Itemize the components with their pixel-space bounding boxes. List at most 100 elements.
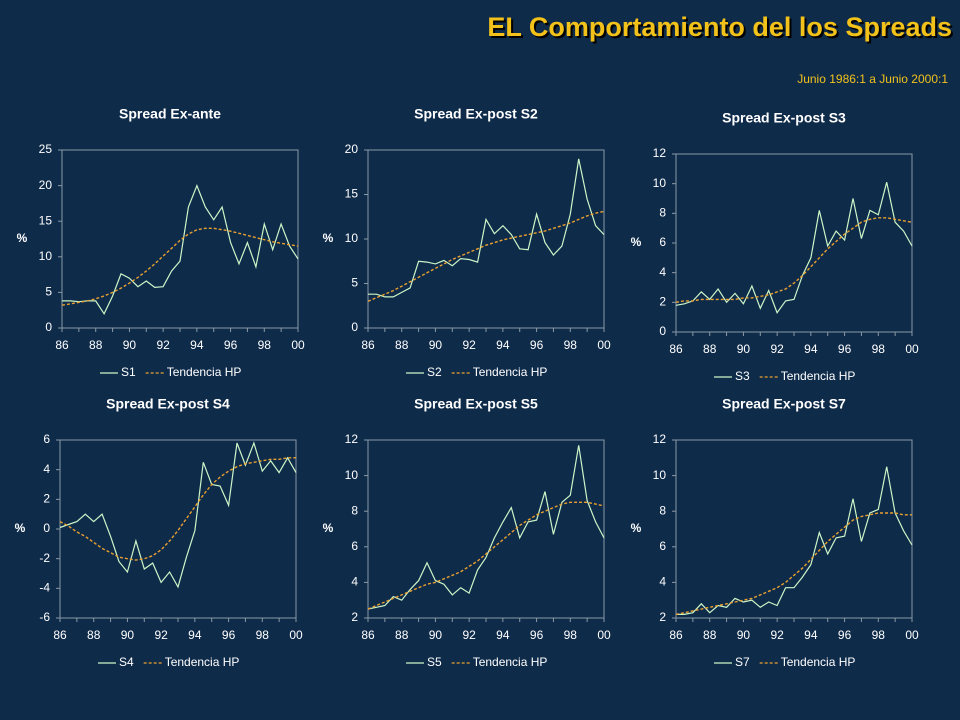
y-tick-label: 15 <box>345 187 359 201</box>
chart-title: Spread Ex-ante <box>119 106 221 122</box>
slide-title: EL Comportamiento del los Spreads <box>487 12 952 42</box>
y-tick-label: 8 <box>659 503 666 517</box>
y-tick-label: -2 <box>39 551 50 565</box>
y-tick-label: 25 <box>39 142 53 156</box>
x-tick-label: 00 <box>905 628 919 642</box>
x-tick-label: 88 <box>87 628 101 642</box>
x-tick-label: 96 <box>530 338 544 352</box>
y-tick-label: 0 <box>43 521 50 535</box>
y-tick-label: 8 <box>351 503 358 517</box>
x-tick-label: 00 <box>291 338 305 352</box>
legend-label: Tendencia HP <box>167 365 242 379</box>
x-tick-label: 92 <box>154 628 168 642</box>
x-tick-label: 96 <box>530 628 544 642</box>
x-tick-label: 94 <box>804 342 818 356</box>
y-tick-label: 4 <box>659 575 666 589</box>
x-tick-label: 90 <box>123 338 137 352</box>
x-tick-label: 98 <box>564 338 578 352</box>
legend-label: S5 <box>427 655 442 669</box>
legend-label: Tendencia HP <box>473 365 548 379</box>
x-tick-label: 86 <box>53 628 67 642</box>
x-tick-label: 96 <box>838 342 852 356</box>
chart-title: Spread Ex-post S3 <box>722 110 846 126</box>
series-line <box>59 441 297 589</box>
x-tick-label: 90 <box>121 628 135 642</box>
legend-label: S7 <box>735 655 750 669</box>
x-tick-label: 88 <box>395 338 409 352</box>
x-tick-label: 88 <box>703 342 717 356</box>
chart-title: Spread Ex-post S4 <box>106 396 230 412</box>
y-axis-label: % <box>323 231 334 245</box>
y-tick-label: 12 <box>653 432 667 446</box>
x-tick-label: 98 <box>564 628 578 642</box>
y-tick-label: 5 <box>45 285 52 299</box>
series-line <box>675 217 913 303</box>
y-tick-label: 6 <box>659 539 666 553</box>
legend-label: S1 <box>121 365 136 379</box>
x-tick-label: 94 <box>496 338 510 352</box>
x-tick-label: 94 <box>496 628 510 642</box>
y-tick-label: -4 <box>39 581 50 595</box>
y-axis-label: % <box>323 521 334 535</box>
legend-label: Tendencia HP <box>781 655 856 669</box>
x-tick-label: 86 <box>361 338 375 352</box>
y-tick-label: 20 <box>345 142 359 156</box>
y-tick-label: 10 <box>345 231 359 245</box>
x-tick-label: 88 <box>89 338 103 352</box>
x-tick-label: 00 <box>597 628 611 642</box>
y-tick-label: 5 <box>351 276 358 290</box>
y-axis-label: % <box>631 521 642 535</box>
x-tick-label: 86 <box>669 342 683 356</box>
y-tick-label: 0 <box>45 320 52 334</box>
y-tick-label: 0 <box>351 320 358 334</box>
series-line <box>367 210 605 302</box>
y-axis-label: % <box>17 231 28 245</box>
x-tick-label: 90 <box>429 338 443 352</box>
y-tick-label: 6 <box>43 432 50 446</box>
legend-label: Tendencia HP <box>473 655 548 669</box>
x-tick-label: 88 <box>703 628 717 642</box>
y-tick-label: 10 <box>653 176 667 190</box>
x-tick-label: 88 <box>395 628 409 642</box>
x-tick-label: 96 <box>838 628 852 642</box>
y-tick-label: 4 <box>43 462 50 476</box>
legend-label: Tendencia HP <box>781 369 856 383</box>
y-tick-label: -6 <box>39 610 50 624</box>
x-tick-label: 96 <box>222 628 236 642</box>
legend-label: Tendencia HP <box>165 655 240 669</box>
chart-title: Spread Ex-post S7 <box>722 396 846 412</box>
x-tick-label: 98 <box>258 338 272 352</box>
y-tick-label: 6 <box>659 235 666 249</box>
y-tick-label: 10 <box>345 468 359 482</box>
series-line <box>59 457 296 561</box>
x-tick-label: 00 <box>289 628 303 642</box>
y-tick-label: 12 <box>345 432 359 446</box>
x-tick-label: 00 <box>905 342 919 356</box>
x-tick-label: 96 <box>224 338 238 352</box>
x-tick-label: 92 <box>770 628 784 642</box>
series-line <box>368 158 605 298</box>
x-tick-label: 86 <box>669 628 683 642</box>
legend-label: S4 <box>119 655 134 669</box>
series-line <box>367 501 605 610</box>
chart-title: Spread Ex-post S2 <box>414 106 538 122</box>
x-tick-label: 86 <box>55 338 69 352</box>
x-tick-label: 86 <box>361 628 375 642</box>
y-tick-label: 10 <box>39 249 53 263</box>
legend-label: S3 <box>735 369 750 383</box>
y-tick-label: 4 <box>351 575 358 589</box>
x-tick-label: 92 <box>462 628 476 642</box>
x-tick-label: 92 <box>770 342 784 356</box>
x-tick-label: 90 <box>429 628 443 642</box>
y-tick-label: 2 <box>43 492 50 506</box>
chart-title: Spread Ex-post S5 <box>414 396 538 412</box>
x-tick-label: 94 <box>190 338 204 352</box>
x-tick-label: 94 <box>188 628 202 642</box>
x-tick-label: 98 <box>256 628 270 642</box>
x-tick-label: 90 <box>737 628 751 642</box>
y-tick-label: 0 <box>659 324 666 338</box>
x-tick-label: 98 <box>872 628 886 642</box>
y-tick-label: 6 <box>351 539 358 553</box>
series-line <box>676 466 913 615</box>
x-tick-label: 98 <box>872 342 886 356</box>
